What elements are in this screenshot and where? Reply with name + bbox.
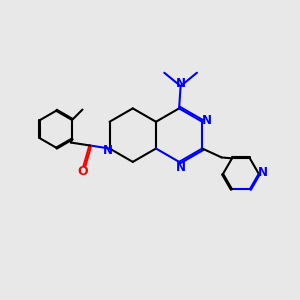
- Text: N: N: [258, 167, 268, 179]
- Text: N: N: [176, 161, 186, 174]
- Text: N: N: [202, 114, 212, 127]
- Text: N: N: [176, 77, 186, 90]
- Text: O: O: [77, 165, 88, 178]
- Text: N: N: [103, 143, 113, 157]
